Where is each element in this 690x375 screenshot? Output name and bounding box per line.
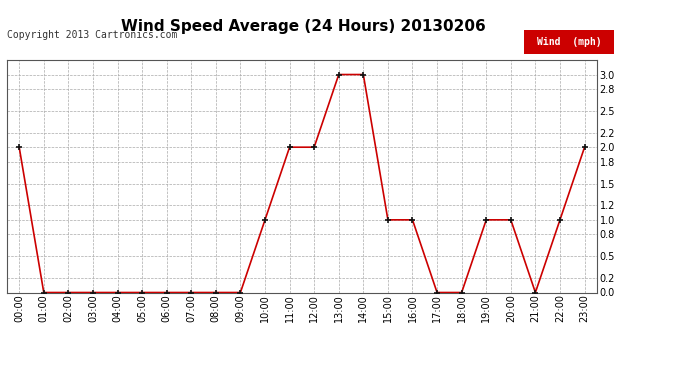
Text: Wind  (mph): Wind (mph) xyxy=(537,37,602,47)
Text: Copyright 2013 Cartronics.com: Copyright 2013 Cartronics.com xyxy=(7,30,177,40)
Text: Wind Speed Average (24 Hours) 20130206: Wind Speed Average (24 Hours) 20130206 xyxy=(121,19,486,34)
